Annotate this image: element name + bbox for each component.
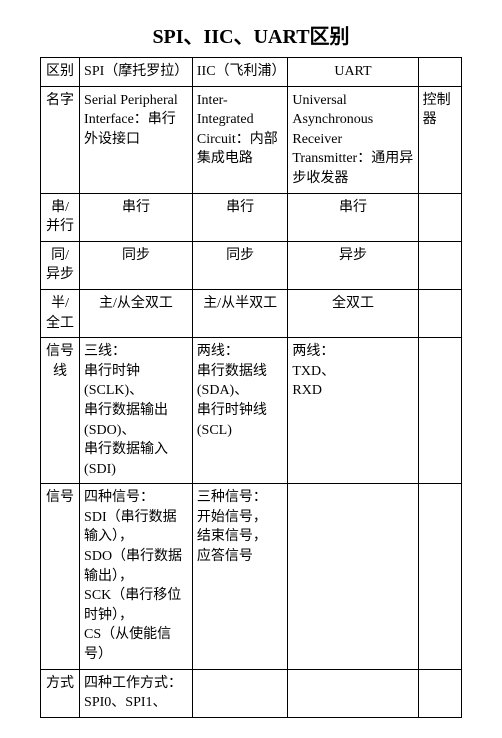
cell: 三种信号：开始信号，结束信号，应答信号	[192, 484, 287, 669]
cell: 四种信号：SDI（串行数据输入），SDO（串行数据输出），SCK（串行移位时钟）…	[80, 484, 193, 669]
row-header: 名字	[41, 86, 80, 193]
cell	[418, 193, 461, 241]
cell	[418, 484, 461, 669]
cell: 主/从半双工	[192, 289, 287, 337]
col-header-spi: SPI（摩托罗拉）	[80, 58, 193, 87]
row-header: 半/全工	[41, 289, 80, 337]
cell	[418, 669, 461, 717]
cell: 异步	[288, 241, 418, 289]
cell: 同步	[192, 241, 287, 289]
cell: 两线：串行数据线(SDA)、串行时钟线(SCL)	[192, 338, 287, 484]
comparison-table: 区别 SPI（摩托罗拉） IIC（飞利浦） UART 名字 Serial Per…	[40, 57, 462, 718]
cell: Inter-Integrated Circuit：内部集成电路	[192, 86, 287, 193]
cell: 两线：TXD、RXD	[288, 338, 418, 484]
cell	[418, 338, 461, 484]
cell: 四种工作方式：SPI0、SPI1、	[80, 669, 193, 717]
cell: 同步	[80, 241, 193, 289]
cell: 三线：串行时钟(SCLK)、串行数据输出(SDO)、串行数据输入(SDI)	[80, 338, 193, 484]
table-row: 信号线 三线：串行时钟(SCLK)、串行数据输出(SDO)、串行数据输入(SDI…	[41, 338, 462, 484]
cell	[418, 289, 461, 337]
row-header: 同/异步	[41, 241, 80, 289]
cell: 全双工	[288, 289, 418, 337]
cell: 串行	[80, 193, 193, 241]
cell: 串行	[288, 193, 418, 241]
page-title: SPI、IIC、UART区别	[40, 20, 462, 49]
row-header: 方式	[41, 669, 80, 717]
table-row: 半/全工 主/从全双工 主/从半双工 全双工	[41, 289, 462, 337]
row-header: 信号	[41, 484, 80, 669]
table-row: 同/异步 同步 同步 异步	[41, 241, 462, 289]
cell	[288, 669, 418, 717]
cell: 主/从全双工	[80, 289, 193, 337]
col-header-uart: UART	[288, 58, 418, 87]
col-header-extra	[418, 58, 461, 87]
cell	[418, 241, 461, 289]
cell	[288, 484, 418, 669]
cell	[192, 669, 287, 717]
cell: Serial Peripheral Interface：串行外设接口	[80, 86, 193, 193]
cell: 串行	[192, 193, 287, 241]
cell: 控制器	[418, 86, 461, 193]
col-header-iic: IIC（飞利浦）	[192, 58, 287, 87]
table-row: 名字 Serial Peripheral Interface：串行外设接口 In…	[41, 86, 462, 193]
table-row: 串/并行 串行 串行 串行	[41, 193, 462, 241]
row-header: 信号线	[41, 338, 80, 484]
col-header-category: 区别	[41, 58, 80, 87]
table-header-row: 区别 SPI（摩托罗拉） IIC（飞利浦） UART	[41, 58, 462, 87]
table-row: 方式 四种工作方式：SPI0、SPI1、	[41, 669, 462, 717]
cell: Universal Asynchronous Receiver Transmit…	[288, 86, 418, 193]
row-header: 串/并行	[41, 193, 80, 241]
table-row: 信号 四种信号：SDI（串行数据输入），SDO（串行数据输出），SCK（串行移位…	[41, 484, 462, 669]
